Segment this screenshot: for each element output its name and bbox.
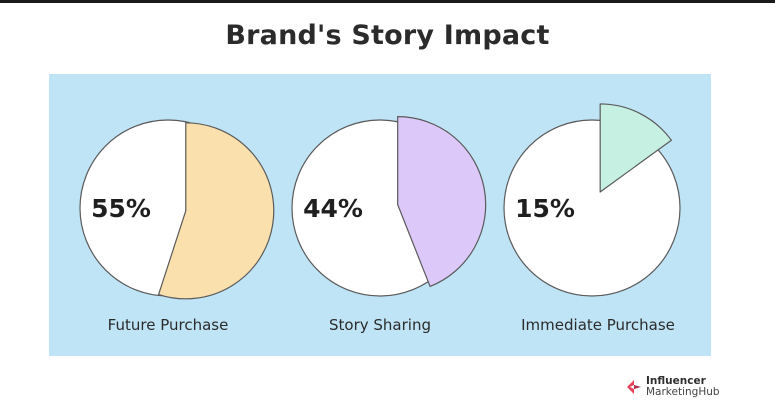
influencer-marketing-hub-logo-icon [627,380,641,394]
brand-line-1: Influencer [646,375,706,387]
brand-line-2: MarketingHub [646,386,720,398]
pie-chart-immediate-purchase: 15% Immediate Purchase [503,103,681,334]
top-border [0,0,775,3]
pie-chart-future-purchase: 55% Future Purchase [79,119,275,334]
pie-slice [157,122,275,300]
pie-chart-story-sharing: 44% Story Sharing [291,116,487,334]
brand-logo: Influencer MarketingHub [625,374,720,400]
pie-slice [599,103,672,193]
pie-value-label: 55% [91,194,151,223]
pie-value-label: 44% [303,194,363,223]
pie-slice [397,116,487,288]
pie-category-label: Future Purchase [108,316,229,334]
pie-category-label: Immediate Purchase [521,316,675,334]
pie-category-label: Story Sharing [329,316,431,334]
page-title: Brand's Story Impact [225,20,550,51]
pie-value-label: 15% [515,194,575,223]
